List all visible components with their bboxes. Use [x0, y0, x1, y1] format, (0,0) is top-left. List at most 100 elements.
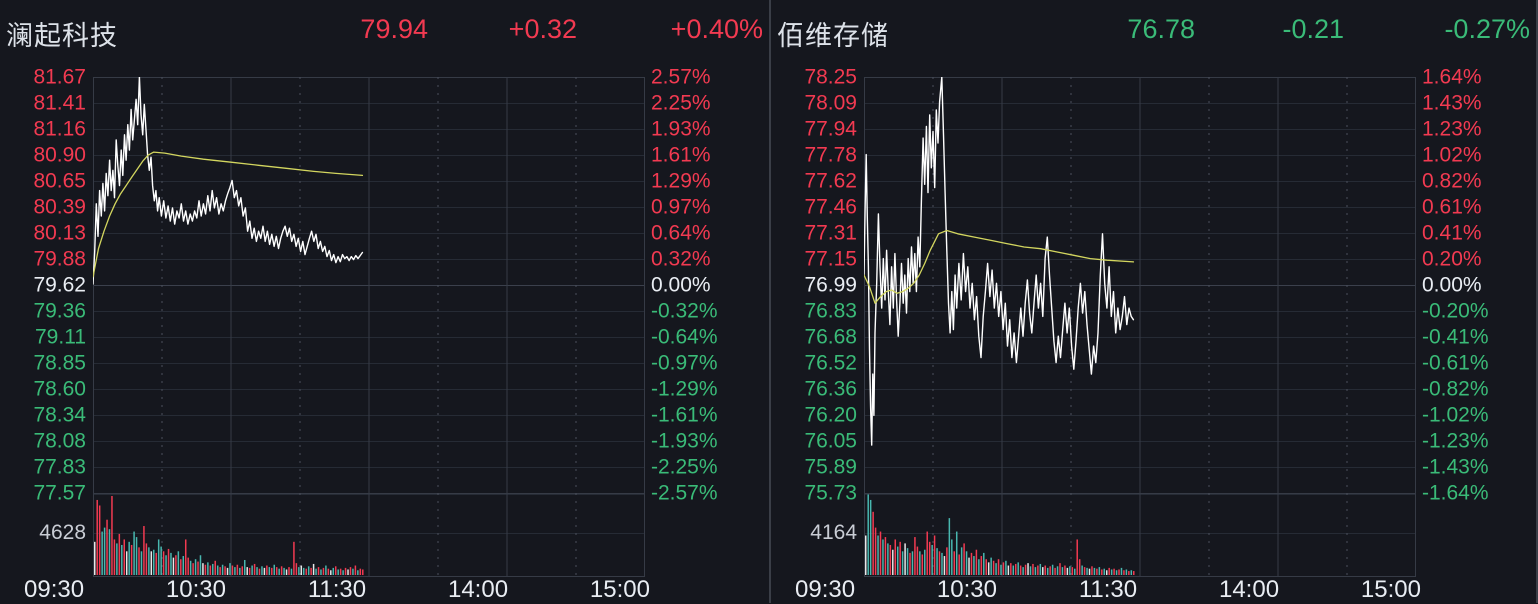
axis-tick-label: 80.39: [33, 195, 86, 219]
intraday-chart[interactable]: [93, 77, 645, 577]
axis-tick-label: 77.78: [804, 143, 857, 167]
time-tick: 15:00: [589, 575, 650, 603]
stock-name[interactable]: 佰维存储: [777, 21, 889, 51]
axis-tick-label: 80.13: [33, 221, 86, 245]
axis-tick-label: 79.62: [33, 273, 86, 297]
last-price: 76.78: [1127, 14, 1195, 44]
axis-tick-label: 75.73: [804, 481, 857, 505]
price-axis-left: 81.67 81.41 81.16 80.90 80.65 80.39 80.13 79.88…: [0, 67, 86, 504]
axis-tick-label: 78.08: [33, 429, 86, 453]
axis-tick-label: -2.57%: [651, 481, 718, 505]
axis-tick-label: 0.82%: [1422, 169, 1482, 193]
time-axis: 09:30 10:30 11:30 14:00 15:00: [24, 576, 650, 603]
axis-tick-label: 1.23%: [1422, 117, 1482, 141]
axis-tick-label: 77.46: [804, 195, 857, 219]
axis-tick-label: 75.89: [804, 455, 857, 479]
axis-tick-label: 2.25%: [651, 91, 711, 115]
price-change-percent: +0.40%: [670, 14, 763, 44]
axis-tick-label: 81.67: [33, 65, 86, 89]
axis-tick-label: 80.90: [33, 143, 86, 167]
axis-tick-label: 78.60: [33, 377, 86, 401]
axis-tick-label: -1.61%: [651, 403, 718, 427]
stock-panel-biwin[interactable]: 佰维存储 76.78 -0.21 -0.27% 78.25 78.09 77.94 7…: [769, 0, 1538, 603]
price-change: -0.21: [1282, 14, 1344, 44]
axis-tick-label: -2.25%: [651, 455, 718, 479]
intraday-chart[interactable]: [864, 77, 1416, 577]
axis-tick-label: 0.64%: [651, 221, 711, 245]
percent-axis-right: 2.57% 2.25% 1.93% 1.61% 1.29% 0.97% 0.64% 0.32%…: [651, 67, 763, 504]
axis-tick-label: 0.32%: [651, 247, 711, 271]
axis-tick-label: 77.62: [804, 169, 857, 193]
axis-tick-label: 81.16: [33, 117, 86, 141]
axis-tick-label: 2.57%: [651, 65, 711, 89]
axis-tick-label: -0.82%: [1422, 377, 1489, 401]
axis-tick-label: 1.64%: [1422, 65, 1482, 89]
axis-tick-label: 0.61%: [1422, 195, 1482, 219]
stock-name[interactable]: 澜起科技: [6, 21, 118, 51]
axis-tick-label: -0.32%: [651, 299, 718, 323]
axis-tick-label: 76.68: [804, 325, 857, 349]
axis-tick-label: 81.41: [33, 91, 86, 115]
axis-tick-label: 1.43%: [1422, 91, 1482, 115]
intraday-chart-svg: [864, 77, 1416, 577]
axis-tick-label: -1.23%: [1422, 429, 1489, 453]
axis-tick-label: 76.83: [804, 299, 857, 323]
axis-tick-label: 76.05: [804, 429, 857, 453]
axis-tick-label: 78.85: [33, 351, 86, 375]
axis-tick-label: 76.36: [804, 377, 857, 401]
axis-tick-label: -1.43%: [1422, 455, 1489, 479]
axis-tick-label: -0.20%: [1422, 299, 1489, 323]
axis-tick-label: 77.83: [33, 455, 86, 479]
last-price: 79.94: [360, 14, 428, 44]
axis-tick-label: -1.64%: [1422, 481, 1489, 505]
axis-tick-label: -0.61%: [1422, 351, 1489, 375]
axis-tick-label: 76.20: [804, 403, 857, 427]
axis-tick-label: 77.57: [33, 481, 86, 505]
axis-tick-label: 78.25: [804, 65, 857, 89]
axis-tick-label: -1.93%: [651, 429, 718, 453]
time-tick: 15:00: [1360, 575, 1421, 603]
time-tick: 11:30: [1078, 575, 1138, 603]
axis-tick-label: 79.88: [33, 247, 86, 271]
axis-tick-label: 0.97%: [651, 195, 711, 219]
axis-tick-label: -1.02%: [1422, 403, 1489, 427]
price-axis-left: 78.25 78.09 77.94 77.78 77.62 77.46 77.31 77.15…: [771, 67, 857, 504]
time-tick: 10:30: [936, 575, 997, 603]
axis-tick-label: 78.34: [33, 403, 86, 427]
axis-tick-label: 1.93%: [651, 117, 711, 141]
axis-tick-label: 77.94: [804, 117, 857, 141]
axis-tick-label: -1.29%: [651, 377, 718, 401]
price-change-percent: -0.27%: [1444, 14, 1530, 44]
volume-scale-label: 4164: [810, 521, 857, 544]
axis-tick-label: 0.20%: [1422, 247, 1482, 271]
time-tick: 09:30: [795, 575, 856, 603]
axis-tick-label: 76.99: [804, 273, 857, 297]
axis-tick-label: 77.31: [804, 221, 857, 245]
axis-tick-label: 1.02%: [1422, 143, 1482, 167]
axis-tick-label: 76.52: [804, 351, 857, 375]
axis-tick-label: -0.64%: [651, 325, 718, 349]
intraday-chart-svg: [93, 77, 645, 577]
time-tick: 11:30: [307, 575, 367, 603]
price-change: +0.32: [508, 14, 577, 44]
stock-panel-lanqi[interactable]: 澜起科技 79.94 +0.32 +0.40% 81.67 81.41 81.16 8…: [0, 0, 769, 603]
axis-tick-label: 77.15: [804, 247, 857, 271]
time-tick: 14:00: [447, 575, 509, 603]
axis-tick-label: 1.29%: [651, 169, 711, 193]
axis-tick-label: 78.09: [804, 91, 857, 115]
axis-tick-label: -0.97%: [651, 351, 718, 375]
axis-tick-label: 79.36: [33, 299, 86, 323]
percent-axis-right: 1.64% 1.43% 1.23% 1.02% 0.82% 0.61% 0.41% 0.20%…: [1422, 67, 1534, 504]
axis-tick-label: 0.00%: [651, 273, 711, 297]
volume-scale-label: 4628: [39, 521, 86, 544]
time-axis: 09:30 10:30 11:30 14:00 15:00: [795, 576, 1421, 603]
axis-tick-label: 0.41%: [1422, 221, 1482, 245]
axis-tick-label: 1.61%: [651, 143, 711, 167]
time-tick: 10:30: [165, 575, 226, 603]
time-tick: 09:30: [24, 575, 85, 603]
axis-tick-label: -0.41%: [1422, 325, 1489, 349]
axis-tick-label: 79.11: [35, 325, 86, 349]
axis-tick-label: 80.65: [33, 169, 86, 193]
time-tick: 14:00: [1218, 575, 1280, 603]
